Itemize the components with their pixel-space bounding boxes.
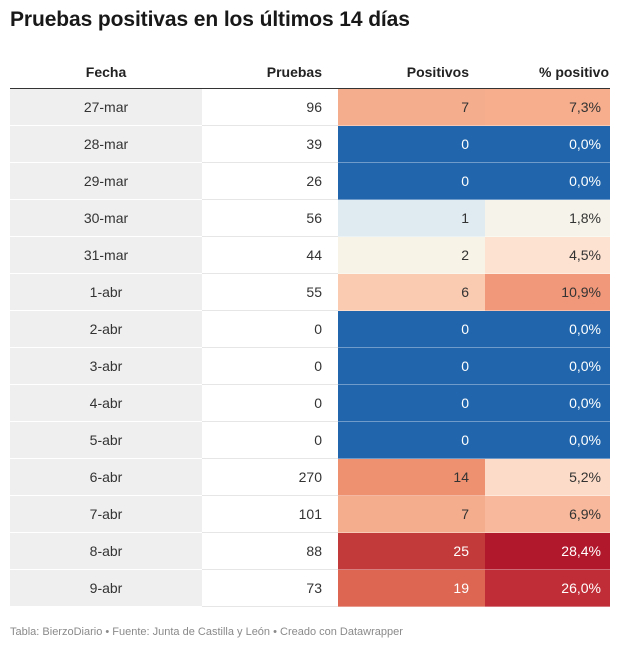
- pruebas-cell: 101: [202, 496, 338, 533]
- pruebas-cell: 55: [202, 274, 338, 311]
- positivos-cell: 0: [338, 348, 485, 385]
- pruebas-cell: 96: [202, 89, 338, 126]
- table-row: 29-mar 26 0 0,0%: [10, 163, 610, 200]
- table-row: 8-abr 88 25 28,4%: [10, 533, 610, 570]
- porcentaje-cell: 5,2%: [485, 459, 610, 496]
- porcentaje-cell: 28,4%: [485, 533, 610, 570]
- table-row: 9-abr 73 19 26,0%: [10, 570, 610, 607]
- header-positivos[interactable]: Positivos: [406, 64, 469, 80]
- fecha-cell: 3-abr: [10, 348, 202, 385]
- fecha-cell: 27-mar: [10, 89, 202, 126]
- positivos-cell: 1: [338, 200, 485, 237]
- positivos-cell: 6: [338, 274, 485, 311]
- fecha-cell: 29-mar: [10, 163, 202, 200]
- source-footer: Tabla: BierzoDiario • Fuente: Junta de C…: [10, 626, 403, 638]
- fecha-cell: 30-mar: [10, 200, 202, 237]
- pruebas-cell: 56: [202, 200, 338, 237]
- fecha-cell: 6-abr: [10, 459, 202, 496]
- pruebas-cell: 270: [202, 459, 338, 496]
- pruebas-cell: 26: [202, 163, 338, 200]
- table-row: 1-abr 55 6 10,9%: [10, 274, 610, 311]
- fecha-cell: 2-abr: [10, 311, 202, 348]
- table-row: 31-mar 44 2 4,5%: [10, 237, 610, 274]
- chart-title: Pruebas positivas en los últimos 14 días: [10, 8, 410, 31]
- table-row: 7-abr 101 7 6,9%: [10, 496, 610, 533]
- porcentaje-cell: 0,0%: [485, 311, 610, 348]
- pruebas-cell: 44: [202, 237, 338, 274]
- pruebas-cell: 39: [202, 126, 338, 163]
- fecha-cell: 28-mar: [10, 126, 202, 163]
- table-row: 6-abr 270 14 5,2%: [10, 459, 610, 496]
- fecha-cell: 7-abr: [10, 496, 202, 533]
- porcentaje-cell: 10,9%: [485, 274, 610, 311]
- table-row: 5-abr 0 0 0,0%: [10, 422, 610, 459]
- fecha-cell: 8-abr: [10, 533, 202, 570]
- pruebas-cell: 0: [202, 422, 338, 459]
- table-row: 28-mar 39 0 0,0%: [10, 126, 610, 163]
- porcentaje-cell: 0,0%: [485, 348, 610, 385]
- porcentaje-cell: 0,0%: [485, 126, 610, 163]
- positivos-cell: 2: [338, 237, 485, 274]
- positivos-cell: 0: [338, 163, 485, 200]
- fecha-cell: 4-abr: [10, 385, 202, 422]
- table-row: 4-abr 0 0 0,0%: [10, 385, 610, 422]
- pruebas-cell: 88: [202, 533, 338, 570]
- header-porcentaje-positivo[interactable]: % positivo: [538, 64, 609, 80]
- header-fecha[interactable]: Fecha: [85, 64, 127, 80]
- positivos-cell: 0: [338, 385, 485, 422]
- fecha-cell: 5-abr: [10, 422, 202, 459]
- table-row: 2-abr 0 0 0,0%: [10, 311, 610, 348]
- pruebas-cell: 0: [202, 385, 338, 422]
- pruebas-cell: 0: [202, 311, 338, 348]
- pruebas-cell: 0: [202, 348, 338, 385]
- porcentaje-cell: 4,5%: [485, 237, 610, 274]
- header-pruebas[interactable]: Pruebas: [266, 64, 322, 80]
- data-table: Fecha Pruebas Positivos % positivo 27-ma…: [10, 54, 610, 607]
- positivos-cell: 0: [338, 311, 485, 348]
- positivos-cell: 7: [338, 89, 485, 126]
- table-row: 3-abr 0 0 0,0%: [10, 348, 610, 385]
- porcentaje-cell: 0,0%: [485, 385, 610, 422]
- porcentaje-cell: 1,8%: [485, 200, 610, 237]
- table-body: 27-mar 96 7 7,3% 28-mar 39 0 0,0% 29-mar 26 0 0,0% 3…: [10, 89, 610, 607]
- fecha-cell: 31-mar: [10, 237, 202, 274]
- pruebas-cell: 73: [202, 570, 338, 607]
- porcentaje-cell: 6,9%: [485, 496, 610, 533]
- positivos-cell: 0: [338, 126, 485, 163]
- positivos-cell: 7: [338, 496, 485, 533]
- table-row: 30-mar 56 1 1,8%: [10, 200, 610, 237]
- fecha-cell: 1-abr: [10, 274, 202, 311]
- porcentaje-cell: 0,0%: [485, 163, 610, 200]
- positivos-cell: 19: [338, 570, 485, 607]
- positivos-cell: 14: [338, 459, 485, 496]
- table-header: Fecha Pruebas Positivos % positivo: [10, 54, 610, 89]
- porcentaje-cell: 0,0%: [485, 422, 610, 459]
- positivos-cell: 25: [338, 533, 485, 570]
- porcentaje-cell: 7,3%: [485, 89, 610, 126]
- fecha-cell: 9-abr: [10, 570, 202, 607]
- table-row: 27-mar 96 7 7,3%: [10, 89, 610, 126]
- positivos-cell: 0: [338, 422, 485, 459]
- porcentaje-cell: 26,0%: [485, 570, 610, 607]
